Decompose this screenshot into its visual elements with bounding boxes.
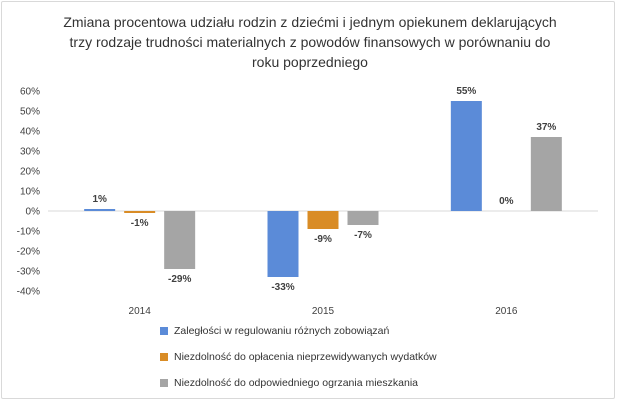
y-tick-label: -30% — [17, 267, 40, 278]
chart-title: Zmiana procentowa udziału rodzin z dzieć… — [63, 14, 557, 70]
legend-label-series-3: Niezdolność do odpowiedniego ogrzania mi… — [174, 377, 418, 389]
data-label: -29% — [168, 274, 191, 285]
legend-label-series-2: Niezdolność do opłacenia nieprzewidywany… — [174, 351, 437, 363]
bar — [530, 137, 562, 211]
bar — [84, 209, 116, 211]
bar — [164, 211, 196, 269]
y-tick-label: 30% — [20, 147, 40, 158]
y-tick-label: 60% — [20, 87, 40, 98]
bar — [347, 211, 379, 225]
bar — [124, 211, 156, 213]
legend-swatch-series-3 — [160, 379, 168, 387]
legend-item-series-1: Zaległości w regulowaniu różnych zobowią… — [160, 323, 437, 339]
data-label: -1% — [131, 218, 149, 229]
legend-item-series-3: Niezdolność do odpowiedniego ogrzania mi… — [160, 375, 437, 391]
x-tick-label: 2015 — [312, 306, 335, 317]
y-tick-label: 50% — [20, 107, 40, 118]
y-tick-label: 20% — [20, 167, 40, 178]
bar — [267, 211, 299, 277]
chart-legend: Zaległości w regulowaniu różnych zobowią… — [160, 323, 437, 401]
bar — [450, 101, 482, 211]
data-label: -7% — [354, 230, 372, 241]
y-tick-label: 10% — [20, 187, 40, 198]
y-tick-label: 0% — [26, 207, 41, 218]
legend-swatch-series-2 — [160, 353, 168, 361]
data-label: 37% — [536, 122, 556, 133]
y-tick-label: -20% — [17, 247, 40, 258]
x-tick-label: 2016 — [495, 306, 518, 317]
data-label: -9% — [314, 234, 332, 245]
y-tick-label: -10% — [17, 227, 40, 238]
bar — [307, 211, 339, 229]
data-label: 1% — [92, 194, 107, 205]
data-label: -33% — [271, 282, 294, 293]
y-tick-label: 40% — [20, 127, 40, 138]
data-label: 0% — [499, 196, 514, 207]
legend-swatch-series-1 — [160, 327, 168, 335]
x-tick-label: 2014 — [129, 306, 152, 317]
data-label: 55% — [456, 86, 476, 97]
legend-item-series-2: Niezdolność do opłacenia nieprzewidywany… — [160, 349, 437, 365]
legend-label-series-1: Zaległości w regulowaniu różnych zobowią… — [174, 325, 390, 337]
y-tick-label: -40% — [17, 287, 40, 298]
